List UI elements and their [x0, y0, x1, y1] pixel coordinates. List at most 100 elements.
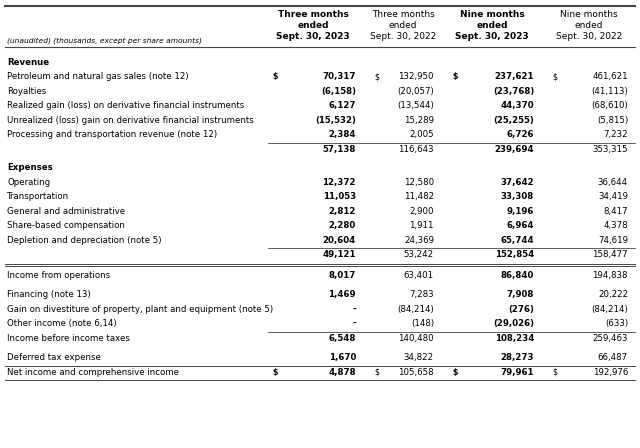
Text: 12,372: 12,372 [323, 178, 356, 187]
Text: 2,812: 2,812 [328, 207, 356, 216]
Text: $: $ [374, 368, 379, 377]
Text: 53,242: 53,242 [404, 250, 434, 259]
Text: 63,401: 63,401 [404, 271, 434, 280]
Text: 194,838: 194,838 [593, 271, 628, 280]
Text: General and administrative: General and administrative [7, 207, 125, 216]
Text: 108,234: 108,234 [495, 334, 534, 343]
Text: (29,026): (29,026) [493, 319, 534, 328]
Text: Income before income taxes: Income before income taxes [7, 334, 130, 343]
Text: Share-based compensation: Share-based compensation [7, 221, 125, 230]
Text: ended: ended [388, 21, 417, 30]
Text: 237,621: 237,621 [495, 72, 534, 81]
Text: 33,308: 33,308 [500, 192, 534, 201]
Text: 6,726: 6,726 [506, 130, 534, 139]
Text: $: $ [272, 72, 277, 81]
Text: $: $ [452, 368, 458, 377]
Text: Transportation: Transportation [7, 192, 69, 201]
Text: 2,384: 2,384 [328, 130, 356, 139]
Text: 6,127: 6,127 [328, 101, 356, 110]
Text: 353,315: 353,315 [593, 145, 628, 154]
Text: (276): (276) [508, 305, 534, 314]
Text: Net income and comprehensive income: Net income and comprehensive income [7, 368, 179, 377]
Text: ended: ended [476, 21, 508, 30]
Text: Sept. 30, 2022: Sept. 30, 2022 [370, 32, 436, 41]
Text: 4,378: 4,378 [604, 221, 628, 230]
Text: 2,280: 2,280 [329, 221, 356, 230]
Text: 20,604: 20,604 [323, 236, 356, 245]
Text: 1,469: 1,469 [328, 290, 356, 299]
Text: Royalties: Royalties [7, 87, 46, 96]
Text: 2,005: 2,005 [410, 130, 434, 139]
Text: 6,964: 6,964 [506, 221, 534, 230]
Text: 66,487: 66,487 [598, 353, 628, 362]
Text: Revenue: Revenue [7, 58, 49, 67]
Text: 132,950: 132,950 [399, 72, 434, 81]
Text: (633): (633) [605, 319, 628, 328]
Text: 49,121: 49,121 [323, 250, 356, 259]
Text: 6,548: 6,548 [328, 334, 356, 343]
Text: Sept. 30, 2023: Sept. 30, 2023 [455, 32, 529, 41]
Text: -: - [353, 305, 356, 314]
Text: 140,480: 140,480 [398, 334, 434, 343]
Text: 12,580: 12,580 [404, 178, 434, 187]
Text: $: $ [452, 72, 458, 81]
Text: Sept. 30, 2023: Sept. 30, 2023 [276, 32, 350, 41]
Text: 79,961: 79,961 [500, 368, 534, 377]
Text: 192,976: 192,976 [593, 368, 628, 377]
Text: 116,643: 116,643 [398, 145, 434, 154]
Text: Petroleum and natural gas sales (note 12): Petroleum and natural gas sales (note 12… [7, 72, 189, 81]
Text: Other income (note 6,14): Other income (note 6,14) [7, 319, 116, 328]
Text: 105,658: 105,658 [398, 368, 434, 377]
Text: 8,017: 8,017 [328, 271, 356, 280]
Text: 8,417: 8,417 [604, 207, 628, 216]
Text: 74,619: 74,619 [598, 236, 628, 245]
Text: Expenses: Expenses [7, 163, 52, 172]
Text: 7,283: 7,283 [410, 290, 434, 299]
Text: 34,419: 34,419 [598, 192, 628, 201]
Text: (unaudited) (thousands, except per share amounts): (unaudited) (thousands, except per share… [7, 37, 202, 44]
Text: -: - [353, 319, 356, 328]
Text: $: $ [374, 72, 379, 81]
Text: (25,255): (25,255) [493, 116, 534, 125]
Text: 36,644: 36,644 [598, 178, 628, 187]
Text: 57,138: 57,138 [323, 145, 356, 154]
Text: Nine months: Nine months [460, 10, 524, 19]
Text: 37,642: 37,642 [500, 178, 534, 187]
Text: Depletion and depreciation (note 5): Depletion and depreciation (note 5) [7, 236, 161, 245]
Text: 44,370: 44,370 [500, 101, 534, 110]
Text: Financing (note 13): Financing (note 13) [7, 290, 91, 299]
Text: (68,610): (68,610) [591, 101, 628, 110]
Text: 152,854: 152,854 [495, 250, 534, 259]
Text: Processing and transportation revenue (note 12): Processing and transportation revenue (n… [7, 130, 217, 139]
Text: Gain on divestiture of property, plant and equipment (note 5): Gain on divestiture of property, plant a… [7, 305, 273, 314]
Text: 9,196: 9,196 [507, 207, 534, 216]
Text: ended: ended [297, 21, 329, 30]
Text: 259,463: 259,463 [593, 334, 628, 343]
Text: (15,532): (15,532) [315, 116, 356, 125]
Text: 15,289: 15,289 [404, 116, 434, 125]
Text: Operating: Operating [7, 178, 50, 187]
Text: (13,544): (13,544) [397, 101, 434, 110]
Text: 11,482: 11,482 [404, 192, 434, 201]
Text: Sept. 30, 2022: Sept. 30, 2022 [556, 32, 622, 41]
Text: ended: ended [575, 21, 604, 30]
Text: Realized gain (loss) on derivative financial instruments: Realized gain (loss) on derivative finan… [7, 101, 244, 110]
Text: 4,878: 4,878 [328, 368, 356, 377]
Text: Three months: Three months [372, 10, 435, 19]
Text: 11,053: 11,053 [323, 192, 356, 201]
Text: 28,273: 28,273 [500, 353, 534, 362]
Text: 20,222: 20,222 [598, 290, 628, 299]
Text: (6,158): (6,158) [321, 87, 356, 96]
Text: 7,232: 7,232 [604, 130, 628, 139]
Text: (41,113): (41,113) [591, 87, 628, 96]
Text: Income from operations: Income from operations [7, 271, 110, 280]
Text: 65,744: 65,744 [500, 236, 534, 245]
Text: 2,900: 2,900 [410, 207, 434, 216]
Text: Unrealized (loss) gain on derivative financial instruments: Unrealized (loss) gain on derivative fin… [7, 116, 253, 125]
Text: (84,214): (84,214) [397, 305, 434, 314]
Text: 7,908: 7,908 [507, 290, 534, 299]
Text: (23,768): (23,768) [493, 87, 534, 96]
Text: $: $ [552, 368, 557, 377]
Text: 24,369: 24,369 [404, 236, 434, 245]
Text: 34,822: 34,822 [404, 353, 434, 362]
